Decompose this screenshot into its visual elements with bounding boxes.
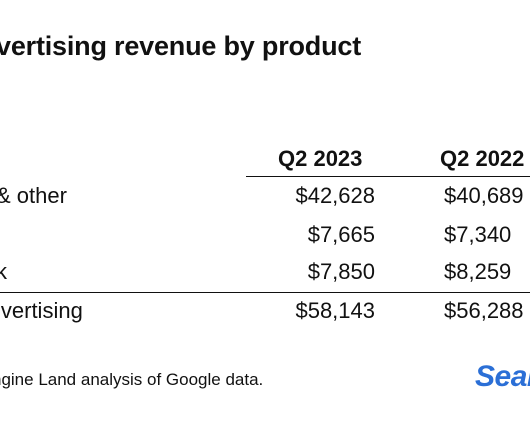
row-label: & other [0,183,67,208]
total-value-q2-2023: $58,143 [295,298,375,323]
column-header-q2-2022: Q2 2022 [440,146,525,171]
row-value-q2-2023: $7,665 [307,222,375,247]
row-label: k [0,259,7,284]
page-title: vertising revenue by product [0,31,361,61]
row-value-q2-2023: $7,850 [307,259,375,284]
row-value-q2-2023: $42,628 [295,183,375,208]
total-value-q2-2022: $56,288 [444,298,524,323]
row-value-q2-2022: $40,689 [444,183,524,208]
source-note: ngine Land analysis of Google data. [0,370,264,389]
total-label: lvertising [0,298,83,323]
column-header-q2-2023: Q2 2023 [278,146,363,171]
total-divider [0,292,530,293]
brand-logo: Sear [475,360,530,393]
row-value-q2-2022: $8,259 [444,259,512,284]
row-value-q2-2022: $7,340 [444,222,512,247]
header-divider [246,176,530,177]
